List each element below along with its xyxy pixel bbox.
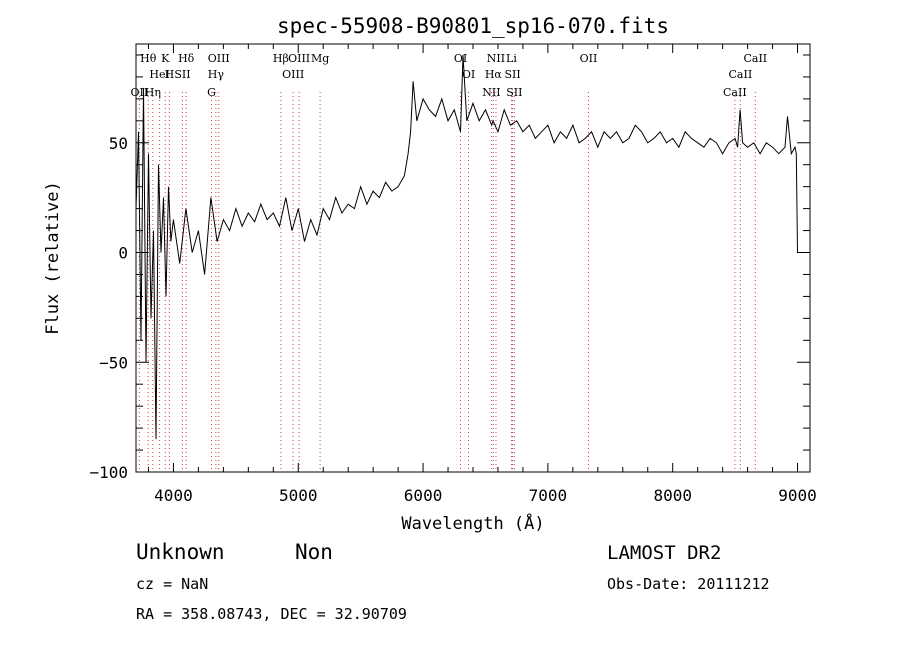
y-tick-label-0: −100 [89, 463, 128, 482]
y-tick-label-1: −50 [99, 353, 128, 372]
line-label-9: Hγ [208, 68, 225, 81]
line-label-11: OIII [288, 52, 310, 65]
line-label-1: K [161, 52, 170, 65]
line-label-21: NII [482, 86, 500, 99]
axis-ticks [136, 44, 810, 473]
line-label-13: Hβ [273, 52, 289, 65]
plot-frame [135, 43, 811, 473]
line-label-0: Hθ [140, 52, 157, 65]
line-label-8: OIII [208, 52, 230, 65]
line-label-10: G [207, 86, 216, 99]
line-label-4: SII [174, 68, 190, 81]
x-tick-label-3: 7000 [529, 486, 568, 505]
y-tick-labels: −100 −50 0 50 [89, 134, 128, 482]
line-label-23: OII [580, 52, 598, 65]
line-label-2: Hδ [178, 52, 195, 65]
line-label-25: CaII [729, 68, 753, 81]
redshift-label: cz = NaN [136, 575, 208, 593]
line-label-15: OI [454, 52, 467, 65]
x-tick-label-2: 6000 [404, 486, 443, 505]
line-label-6: Hη [145, 86, 161, 99]
y-tick-label-3: 50 [109, 134, 128, 153]
spectral-line-markers [138, 92, 756, 472]
y-axis-label: Flux (relative) [43, 181, 63, 335]
x-tick-label-1: 5000 [279, 486, 318, 505]
line-label-17: NII [487, 52, 505, 65]
x-tick-label-4: 8000 [653, 486, 692, 505]
spectrum-series [135, 54, 810, 440]
object-class: Unknown [136, 540, 225, 564]
coordinates-label: RA = 358.08743, DEC = 32.90709 [136, 605, 407, 623]
obs-date-label: Obs-Date: 20111212 [607, 575, 770, 593]
line-label-7: H [165, 68, 175, 81]
line-label-12: OIII [282, 68, 304, 81]
line-label-18: SII [504, 68, 520, 81]
x-tick-label-5: 9000 [778, 486, 817, 505]
line-label-16: OI [462, 68, 475, 81]
line-label-22: Li [506, 52, 517, 65]
x-axis-label: Wavelength (Å) [401, 512, 544, 534]
line-label-14: Mg [311, 52, 329, 65]
survey-label: LAMOST DR2 [607, 542, 721, 564]
line-label-3: HeI [149, 68, 169, 81]
x-tick-label-0: 4000 [154, 486, 193, 505]
line-label-20: SII [506, 86, 522, 99]
line-label-26: CaII [723, 86, 747, 99]
line-label-19: Hα [485, 68, 503, 81]
chart-title: spec-55908-B90801_sp16-070.fits [277, 14, 669, 38]
x-tick-labels: 4000 5000 6000 7000 8000 9000 [154, 486, 817, 505]
line-label-24: CaII [743, 52, 767, 65]
object-subclass: Non [295, 540, 333, 564]
y-tick-label-2: 0 [118, 244, 128, 263]
